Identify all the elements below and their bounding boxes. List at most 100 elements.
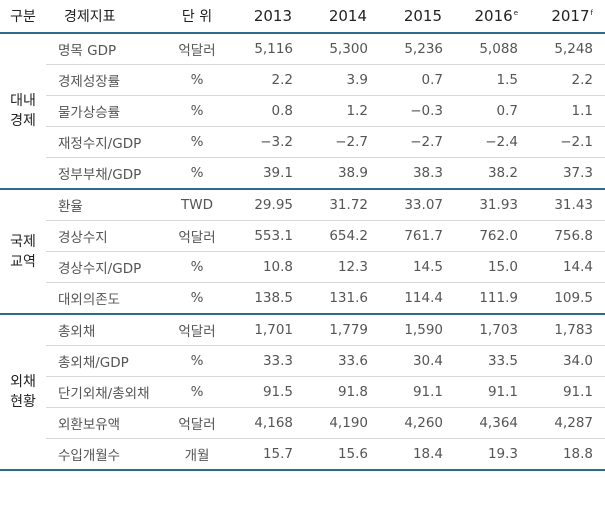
- unit-cell: 억달러: [164, 407, 230, 439]
- table-row: 경제성장률% 2.2 3.9 0.7 1.5 2.2: [0, 64, 605, 96]
- table-row: 외채 현황 총외채 억달러 1,701 1,779 1,590 1,703 1,783: [0, 314, 605, 471]
- table-row: 재정수지/GDP% −3.2 −2.7 −2.7 −2.4 −2.1: [0, 126, 605, 158]
- value-cell: −0.3: [380, 95, 455, 127]
- value-cell: 33.3: [230, 345, 305, 377]
- value-cell: 91.1: [530, 376, 605, 408]
- value-cell: 38.3: [380, 157, 455, 190]
- value-cell: 30.4: [380, 345, 455, 377]
- indicator-name: 정부부채/GDP: [46, 157, 164, 190]
- unit-cell: 억달러: [164, 220, 230, 252]
- value-cell: −2.7: [380, 126, 455, 158]
- value-cell: 33.5: [455, 345, 530, 377]
- header-year: 2013: [230, 0, 305, 34]
- value-cell: 37.3: [530, 157, 605, 190]
- value-cell: 39.1: [230, 157, 305, 190]
- value-cell: 1,783: [530, 314, 605, 346]
- section-label: 외채 현황: [0, 314, 46, 471]
- header-year: 2014: [305, 0, 380, 34]
- table-row: 대내 경제 명목 GDP 억달러 5,116 5,300 5,236 5,088 5,248: [0, 33, 605, 190]
- unit-cell: %: [164, 282, 230, 315]
- header-year: 2015: [380, 0, 455, 34]
- value-cell: 4,260: [380, 407, 455, 439]
- indicator-name: 재정수지/GDP: [46, 126, 164, 158]
- value-cell: 31.43: [530, 189, 605, 221]
- value-cell: 4,190: [305, 407, 380, 439]
- value-cell: 33.07: [380, 189, 455, 221]
- value-cell: 31.93: [455, 189, 530, 221]
- value-cell: 2.2: [230, 64, 305, 96]
- value-cell: 4,168: [230, 407, 305, 439]
- section-label: 국제 교역: [0, 189, 46, 315]
- header-unit: 단 위: [164, 0, 230, 34]
- indicator-name: 총외채/GDP: [46, 345, 164, 377]
- value-cell: 131.6: [305, 282, 380, 315]
- value-cell: 4,364: [455, 407, 530, 439]
- section-label: 대내 경제: [0, 33, 46, 190]
- table-row: 총외채/GDP% 33.3 33.6 30.4 33.5 34.0: [0, 345, 605, 377]
- value-cell: 5,088: [455, 33, 530, 65]
- value-cell: 19.3: [455, 438, 530, 471]
- unit-cell: %: [164, 251, 230, 283]
- value-cell: 18.8: [530, 438, 605, 471]
- indicator-name: 총외채: [46, 314, 164, 346]
- value-cell: 10.8: [230, 251, 305, 283]
- value-cell: 91.8: [305, 376, 380, 408]
- table-row: 경상수지/GDP% 10.8 12.3 14.5 15.0 14.4: [0, 251, 605, 283]
- value-cell: 91.1: [380, 376, 455, 408]
- value-cell: 1,703: [455, 314, 530, 346]
- value-cell: −2.7: [305, 126, 380, 158]
- table-row: 단기외채/총외채% 91.5 91.8 91.1 91.1 91.1: [0, 376, 605, 408]
- indicator-name: 경상수지: [46, 220, 164, 252]
- unit-cell: 억달러: [164, 33, 230, 65]
- value-cell: 15.0: [455, 251, 530, 283]
- value-cell: 15.6: [305, 438, 380, 471]
- value-cell: 18.4: [380, 438, 455, 471]
- header-indicator: 경제지표: [46, 0, 164, 34]
- table-row: 국제 교역 환율 TWD 29.95 31.72 33.07 31.93 31.43: [0, 189, 605, 315]
- value-cell: 33.6: [305, 345, 380, 377]
- value-cell: 1.5: [455, 64, 530, 96]
- unit-cell: %: [164, 126, 230, 158]
- value-cell: 138.5: [230, 282, 305, 315]
- indicator-name: 물가상승률: [46, 95, 164, 127]
- value-cell: 4,287: [530, 407, 605, 439]
- value-cell: −3.2: [230, 126, 305, 158]
- value-cell: 31.72: [305, 189, 380, 221]
- value-cell: 12.3: [305, 251, 380, 283]
- unit-cell: %: [164, 157, 230, 190]
- unit-cell: %: [164, 64, 230, 96]
- unit-cell: %: [164, 95, 230, 127]
- value-cell: 29.95: [230, 189, 305, 221]
- value-cell: 5,300: [305, 33, 380, 65]
- value-cell: 14.4: [530, 251, 605, 283]
- table-row: 대외의존도% 138.5 131.6 114.4 111.9 109.5: [0, 282, 605, 315]
- value-cell: 5,248: [530, 33, 605, 65]
- value-cell: 553.1: [230, 220, 305, 252]
- value-cell: −2.1: [530, 126, 605, 158]
- value-cell: 0.8: [230, 95, 305, 127]
- indicator-name: 대외의존도: [46, 282, 164, 315]
- indicator-name: 단기외채/총외채: [46, 376, 164, 408]
- value-cell: 91.1: [455, 376, 530, 408]
- value-cell: 1,590: [380, 314, 455, 346]
- indicator-name: 명목 GDP: [46, 33, 164, 65]
- indicator-name: 경제성장률: [46, 64, 164, 96]
- value-cell: 109.5: [530, 282, 605, 315]
- table-row: 경상수지 억달러 553.1 654.2 761.7 762.0 756.8: [0, 220, 605, 252]
- value-cell: 114.4: [380, 282, 455, 315]
- header-year: 2016e: [455, 0, 530, 34]
- value-cell: 38.9: [305, 157, 380, 190]
- value-cell: 14.5: [380, 251, 455, 283]
- value-cell: 15.7: [230, 438, 305, 471]
- value-cell: 1.2: [305, 95, 380, 127]
- unit-cell: TWD: [164, 189, 230, 221]
- indicator-name: 환율: [46, 189, 164, 221]
- value-cell: 5,236: [380, 33, 455, 65]
- value-cell: 1,779: [305, 314, 380, 346]
- value-cell: 38.2: [455, 157, 530, 190]
- value-cell: 761.7: [380, 220, 455, 252]
- value-cell: 0.7: [455, 95, 530, 127]
- unit-cell: 개월: [164, 438, 230, 471]
- value-cell: 0.7: [380, 64, 455, 96]
